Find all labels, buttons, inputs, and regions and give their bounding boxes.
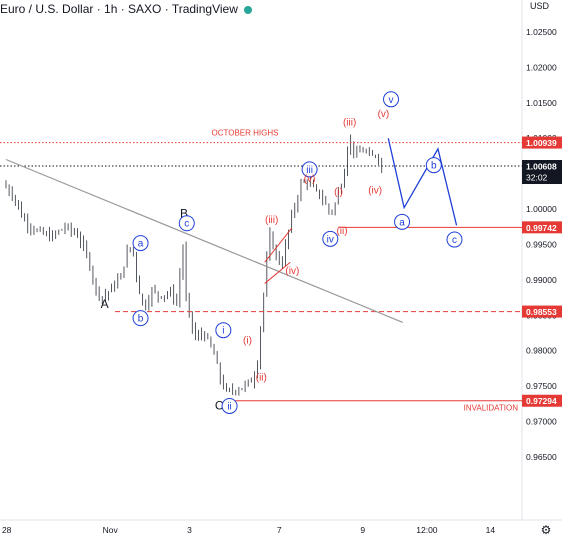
trendline[interactable] (5, 158, 403, 323)
chart-header: Euro / U.S. Dollar · 1h · SAXO · Trading… (0, 0, 252, 18)
current-price-tag (522, 160, 562, 185)
y-tick-label[interactable]: 0.96500 (526, 452, 557, 462)
y-tick-label[interactable]: 0.97500 (526, 381, 557, 391)
currency-label[interactable]: USD (530, 1, 550, 11)
wave-label[interactable]: ii (227, 401, 231, 412)
level-price-tag (522, 394, 562, 407)
wave-circle (132, 310, 149, 327)
wave-label[interactable]: (ii) (256, 372, 267, 383)
level-price-label[interactable]: 0.98553 (526, 307, 557, 317)
x-tick-label[interactable]: 14 (486, 525, 496, 535)
level-price-tag (522, 136, 562, 149)
wave-label[interactable]: (iii) (265, 215, 278, 226)
level-price-label[interactable]: 1.00939 (526, 138, 557, 148)
wave-label[interactable]: c (452, 235, 457, 246)
y-tick-label[interactable]: 1.01500 (526, 98, 557, 108)
wave-label[interactable]: C (215, 399, 224, 413)
y-tick-label[interactable]: 1.00000 (526, 204, 557, 214)
wave-label[interactable]: (iv) (368, 185, 382, 196)
x-tick-label[interactable]: 7 (277, 525, 282, 535)
y-tick-label[interactable]: 0.98000 (526, 346, 557, 356)
x-tick-label[interactable]: 9 (360, 525, 365, 535)
wave-label[interactable]: v (389, 95, 394, 106)
wave-label[interactable]: iii (306, 165, 313, 176)
current-price-label[interactable]: 1.00608 (526, 162, 557, 172)
x-tick-label[interactable]: Nov (103, 525, 119, 535)
y-tick-label[interactable]: 1.02000 (526, 62, 557, 72)
wave-circle (425, 157, 442, 174)
y-tick-label[interactable]: 0.99000 (526, 275, 557, 285)
x-tick-label[interactable]: 28 (2, 525, 12, 535)
wave-circle (221, 397, 238, 414)
wave-circle (394, 213, 411, 230)
x-tick-label[interactable]: 3 (187, 525, 192, 535)
wave-circle (132, 235, 149, 252)
wave-label[interactable]: b (138, 314, 144, 325)
wave-label[interactable]: (iii) (343, 117, 356, 128)
wave-label[interactable]: (i) (243, 336, 252, 347)
level-price-label[interactable]: 0.99742 (526, 223, 557, 233)
wave-label[interactable]: a (399, 217, 405, 228)
projection-path[interactable] (387, 138, 458, 226)
wave-circle (322, 230, 339, 247)
wedge-upper-line[interactable] (264, 227, 293, 263)
y-tick-label[interactable]: 1.02500 (526, 27, 557, 37)
countdown-label[interactable]: 32:02 (526, 173, 548, 183)
level-name-label: OCTOBER HIGHS (212, 129, 279, 138)
wave-label[interactable]: (ii) (336, 226, 347, 237)
y-tick-label[interactable]: 0.97000 (526, 417, 557, 427)
level-price-tag (522, 305, 562, 318)
wave-label[interactable]: (i) (334, 187, 343, 198)
wave-circle (301, 161, 318, 178)
y-tick-label[interactable]: 0.99500 (526, 239, 557, 249)
wave-label[interactable]: (v) (304, 174, 316, 185)
wave-circle (446, 231, 463, 248)
wave-label[interactable]: B (180, 207, 188, 221)
wave-label[interactable]: (v) (378, 109, 390, 120)
wave-label[interactable]: A (101, 297, 109, 311)
wave-label[interactable]: (iv) (285, 266, 299, 277)
wave-label[interactable]: iv (327, 234, 334, 245)
wave-circle (215, 322, 232, 339)
level-price-label[interactable]: 0.97294 (526, 396, 557, 406)
level-price-tag (522, 221, 562, 234)
wave-label[interactable]: c (184, 219, 189, 230)
wave-circle (383, 91, 400, 108)
settings-gear-icon[interactable]: ⚙ (541, 523, 552, 536)
wave-label[interactable]: i (222, 326, 224, 337)
wedge-lower-line[interactable] (264, 261, 291, 284)
x-tick-label[interactable]: 12:00 (416, 525, 438, 535)
market-open-status-icon (243, 5, 252, 14)
level-name-label: INVALIDATION (464, 404, 519, 413)
symbol-title[interactable]: Euro / U.S. Dollar · 1h · SAXO · Trading… (0, 2, 238, 16)
wave-circle (178, 215, 195, 232)
wave-label[interactable]: a (138, 239, 144, 250)
wave-label[interactable]: b (431, 161, 437, 172)
